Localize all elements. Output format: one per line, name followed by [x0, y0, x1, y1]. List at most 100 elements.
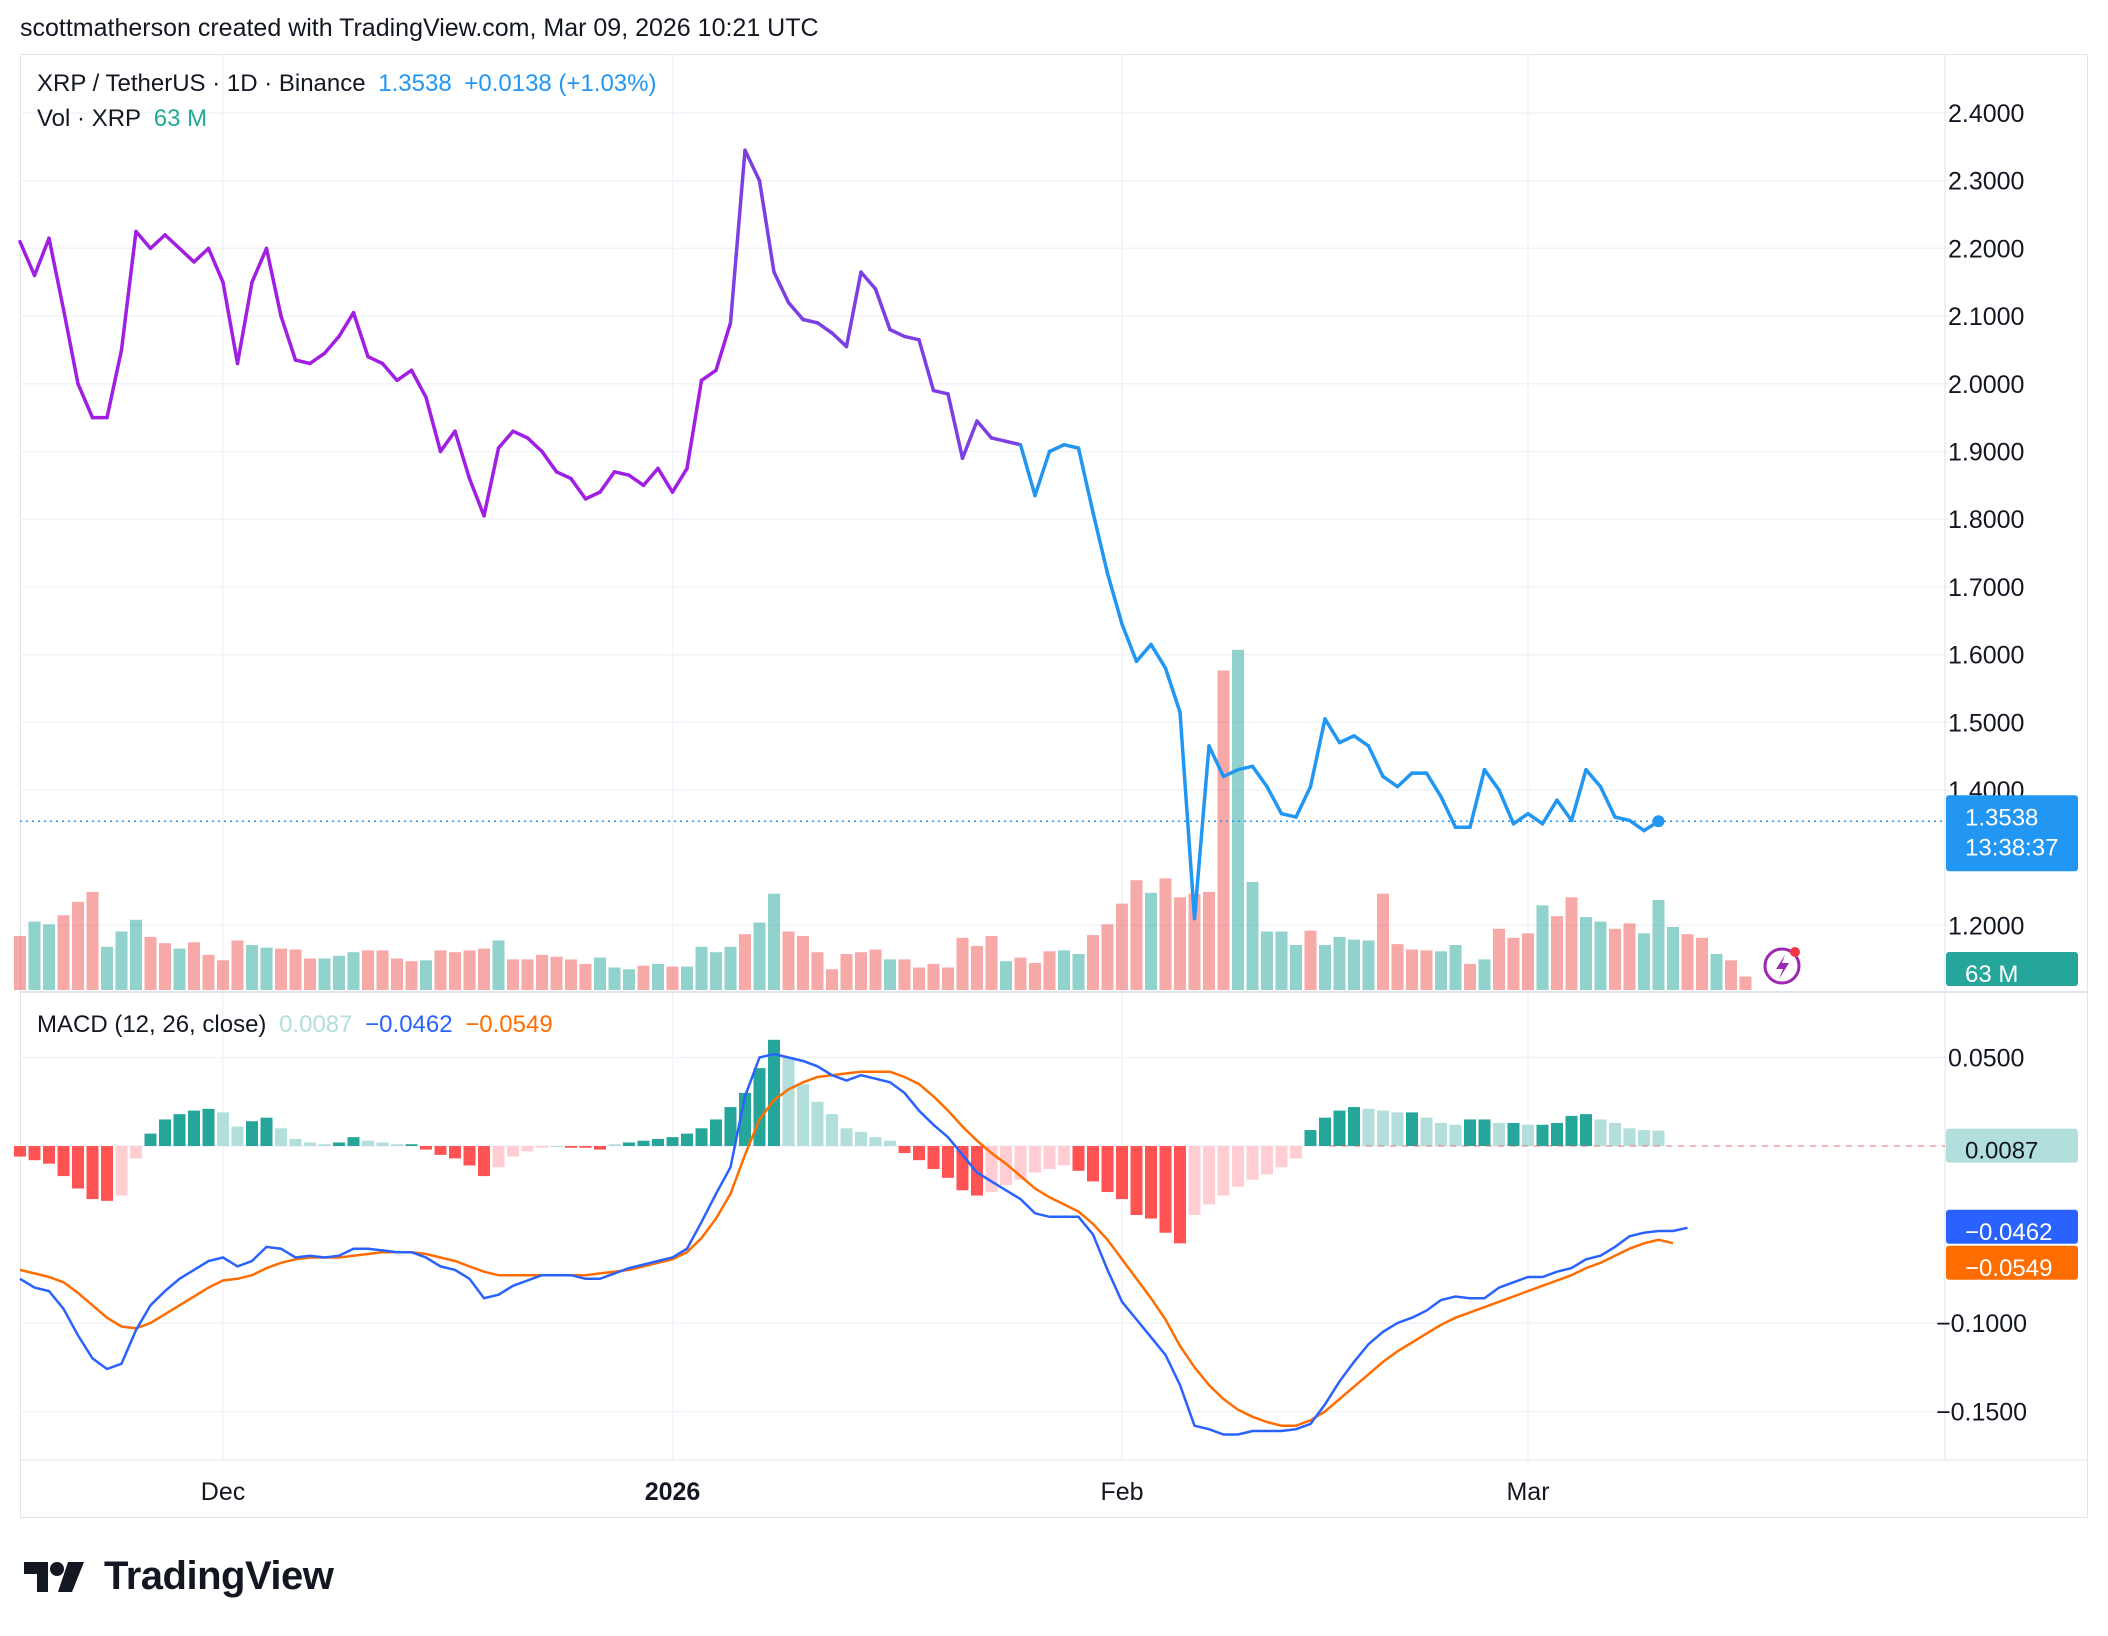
- macd-hist-bar: [246, 1121, 258, 1146]
- macd-hist-bar: [1116, 1146, 1128, 1200]
- date-tick-label: Dec: [201, 1478, 245, 1506]
- macd-hist-bar: [159, 1119, 171, 1146]
- macd-tick-label: −0.1000: [1936, 1310, 2027, 1338]
- price-segment: [1323, 717, 1342, 745]
- volume-bar: [608, 967, 621, 990]
- macd-hist-bar: [1333, 1110, 1346, 1146]
- price-segment: [1279, 811, 1298, 819]
- volume-bar: [43, 924, 55, 990]
- macd-hist-bar: [623, 1142, 635, 1146]
- macd-hist-bar: [1565, 1115, 1578, 1146]
- volume-bar: [1420, 950, 1433, 990]
- volume-bar: [797, 936, 809, 990]
- price-segment: [1482, 767, 1501, 792]
- price-segment: [409, 368, 428, 400]
- volume-bar: [1000, 961, 1012, 990]
- volume-bar: [811, 952, 824, 990]
- price-tick-label: 1.9000: [1948, 439, 2024, 467]
- macd-hist-bar: [231, 1126, 244, 1146]
- price-badge-bg: [1946, 795, 2078, 872]
- macd-hist-bar: [1275, 1146, 1288, 1168]
- macd-hist-bar: [913, 1146, 925, 1161]
- volume-bar: [246, 945, 258, 990]
- volume-bar: [1609, 928, 1621, 990]
- price-segment: [685, 378, 704, 471]
- price-badge-text: 13:38:37: [1965, 834, 2058, 861]
- macd-hist-bar: [724, 1107, 737, 1146]
- price-segment: [1221, 767, 1240, 779]
- chart-frame: [20, 54, 2088, 1518]
- price-segment: [192, 246, 211, 264]
- volume-legend: Vol · XRP 63 M: [37, 105, 213, 133]
- volume-bar: [463, 950, 476, 990]
- volume-bar: [304, 958, 316, 990]
- volume-bar: [623, 969, 635, 990]
- macd-hist-bar: [463, 1146, 476, 1166]
- volume-bar: [1072, 954, 1085, 990]
- macd-hist-bar: [1464, 1119, 1476, 1146]
- macd-hist-bar: [405, 1144, 418, 1146]
- signal-badge-text: −0.0549: [1965, 1255, 2052, 1282]
- price-segment: [395, 368, 414, 383]
- volume-bar: [275, 948, 287, 990]
- macd-hist-bar: [1478, 1119, 1491, 1146]
- macd-hist-bar: [101, 1146, 113, 1201]
- price-tick-label: 1.5000: [1948, 709, 2024, 737]
- price-segment: [1105, 571, 1124, 626]
- volume-bar: [362, 950, 374, 990]
- volume-bar: [1275, 931, 1288, 990]
- macd-hist-bar: [1188, 1146, 1201, 1216]
- price-segment: [1134, 642, 1153, 664]
- macd-hist-bar: [1029, 1146, 1041, 1173]
- macd-hist-bar: [492, 1146, 505, 1168]
- volume-bar: [1217, 670, 1230, 990]
- price-segment: [699, 368, 718, 383]
- macd-hist-bar: [898, 1146, 911, 1154]
- price-segment: [453, 429, 472, 481]
- price-segment: [250, 246, 269, 284]
- macd-hist-bar: [86, 1146, 99, 1200]
- volume-bar: [188, 942, 200, 990]
- price-segment: [830, 331, 849, 349]
- macd-hist-bar: [1449, 1124, 1462, 1146]
- price-segment: [467, 476, 486, 518]
- macd-hist-bar: [594, 1146, 606, 1150]
- volume-bar: [434, 950, 447, 990]
- macd-hist-bar: [434, 1146, 447, 1155]
- price-segment: [1178, 710, 1197, 921]
- price-segment: [351, 310, 370, 359]
- macd-tick-label: −0.1500: [1936, 1399, 2027, 1427]
- volume-bar: [681, 966, 693, 990]
- price-segment: [1352, 734, 1371, 748]
- volume-bar: [942, 967, 954, 990]
- axis-labels: 2.4000 2.3000 2.2000 2.1000 2.0000 1.9000 1.80…: [201, 100, 2027, 1506]
- volume-bar: [1580, 917, 1592, 990]
- volume-bar: [884, 959, 896, 990]
- price-tick-label: 1.8000: [1948, 506, 2024, 534]
- volume-bar: [1449, 945, 1462, 990]
- tradingview-logo[interactable]: TradingView: [24, 1554, 334, 1599]
- volume-bar: [1029, 963, 1041, 990]
- macd-hist-bar: [507, 1146, 519, 1157]
- price-line: [18, 148, 1945, 921]
- volume-bar: [420, 960, 432, 990]
- macd-hist-bar: [1623, 1128, 1636, 1146]
- volume-bar: [1130, 880, 1143, 990]
- volume-bar: [1565, 897, 1578, 990]
- price-segment: [1149, 642, 1168, 670]
- price-segment: [163, 233, 182, 251]
- macd-hist-bar: [289, 1138, 302, 1146]
- volume-bar: [1290, 945, 1302, 990]
- macd-line: [19, 1052, 1688, 1436]
- volume-bar: [1435, 951, 1447, 990]
- macd-hist-bar: [710, 1119, 722, 1146]
- volume-bar: [1391, 944, 1404, 990]
- volume-bar: [159, 943, 171, 990]
- price-segment: [1468, 767, 1487, 829]
- price-tick-label: 1.6000: [1948, 642, 2024, 670]
- volume-bar: [115, 931, 128, 990]
- volume-bars: [14, 649, 1752, 990]
- price-segment: [119, 229, 138, 352]
- price-segment: [1163, 666, 1182, 714]
